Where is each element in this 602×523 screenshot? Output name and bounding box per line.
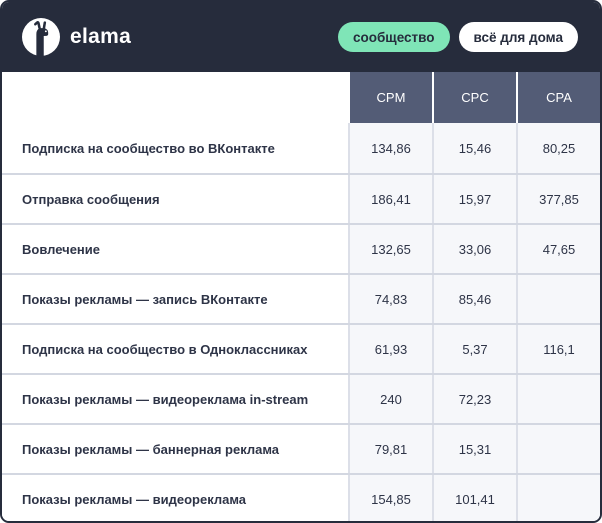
goal-cell: Показы рекламы — баннерная реклама xyxy=(2,425,348,473)
llama-icon xyxy=(22,18,60,56)
cpa-cell xyxy=(516,375,600,423)
cpm-cell: 61,93 xyxy=(348,325,432,373)
cpa-cell xyxy=(516,425,600,473)
goal-cell: Вовлечение xyxy=(2,225,348,273)
app-header: elama сообщество всё для дома xyxy=(2,2,600,72)
table-row: Показы рекламы — запись ВКонтакте 74,83 … xyxy=(2,273,600,323)
cpc-cell: 85,46 xyxy=(432,275,516,323)
cpa-cell: 80,25 xyxy=(516,123,600,173)
cpc-cell: 5,37 xyxy=(432,325,516,373)
tag-group: сообщество всё для дома xyxy=(337,22,578,52)
cpm-cell: 132,65 xyxy=(348,225,432,273)
elama-logo[interactable]: elama xyxy=(22,18,131,56)
brand-name: elama xyxy=(70,25,132,48)
table-row: Показы рекламы — видеореклама 154,85 101… xyxy=(2,473,600,521)
cpa-cell: 377,85 xyxy=(516,175,600,223)
cpa-cell xyxy=(516,275,600,323)
cpc-cell: 101,41 xyxy=(432,475,516,521)
goal-cell: Показы рекламы — видеореклама in-stream xyxy=(2,375,348,423)
column-header-cpa: CPA xyxy=(516,72,600,123)
cpc-cell: 15,97 xyxy=(432,175,516,223)
cpm-cell: 186,41 xyxy=(348,175,432,223)
goal-cell: Подписка на сообщество в Одноклассниках xyxy=(2,325,348,373)
column-header-goal: Цель xyxy=(2,72,348,123)
table-row: Вовлечение 132,65 33,06 47,65 xyxy=(2,223,600,273)
tag-community-button[interactable]: сообщество xyxy=(337,22,450,52)
column-header-cpm: CPM xyxy=(348,72,432,123)
pricing-table: Цель CPM CPC CPA Подписка на сообщество … xyxy=(2,72,600,521)
cpc-cell: 15,46 xyxy=(432,123,516,173)
goal-cell: Показы рекламы — видеореклама xyxy=(2,475,348,521)
cpc-cell: 72,23 xyxy=(432,375,516,423)
cpa-cell xyxy=(516,475,600,521)
cpm-cell: 79,81 xyxy=(348,425,432,473)
cpa-cell: 116,1 xyxy=(516,325,600,373)
goal-cell: Подписка на сообщество во ВКонтакте xyxy=(2,123,348,173)
cpm-cell: 240 xyxy=(348,375,432,423)
table-header-row: Цель CPM CPC CPA xyxy=(2,72,600,123)
cpm-cell: 134,86 xyxy=(348,123,432,173)
table-row: Подписка на сообщество во ВКонтакте 134,… xyxy=(2,123,600,173)
table-row: Подписка на сообщество в Одноклассниках … xyxy=(2,323,600,373)
table-row: Отправка сообщения 186,41 15,97 377,85 xyxy=(2,173,600,223)
cpm-cell: 74,83 xyxy=(348,275,432,323)
cpc-cell: 33,06 xyxy=(432,225,516,273)
tag-home-button[interactable]: всё для дома xyxy=(458,22,578,52)
table-row: Показы рекламы — баннерная реклама 79,81… xyxy=(2,423,600,473)
goal-cell: Показы рекламы — запись ВКонтакте xyxy=(2,275,348,323)
table-row: Показы рекламы — видеореклама in-stream … xyxy=(2,373,600,423)
cpa-cell: 47,65 xyxy=(516,225,600,273)
cpc-cell: 15,31 xyxy=(432,425,516,473)
cpm-cell: 154,85 xyxy=(348,475,432,521)
goal-cell: Отправка сообщения xyxy=(2,175,348,223)
column-header-cpc: CPC xyxy=(432,72,516,123)
